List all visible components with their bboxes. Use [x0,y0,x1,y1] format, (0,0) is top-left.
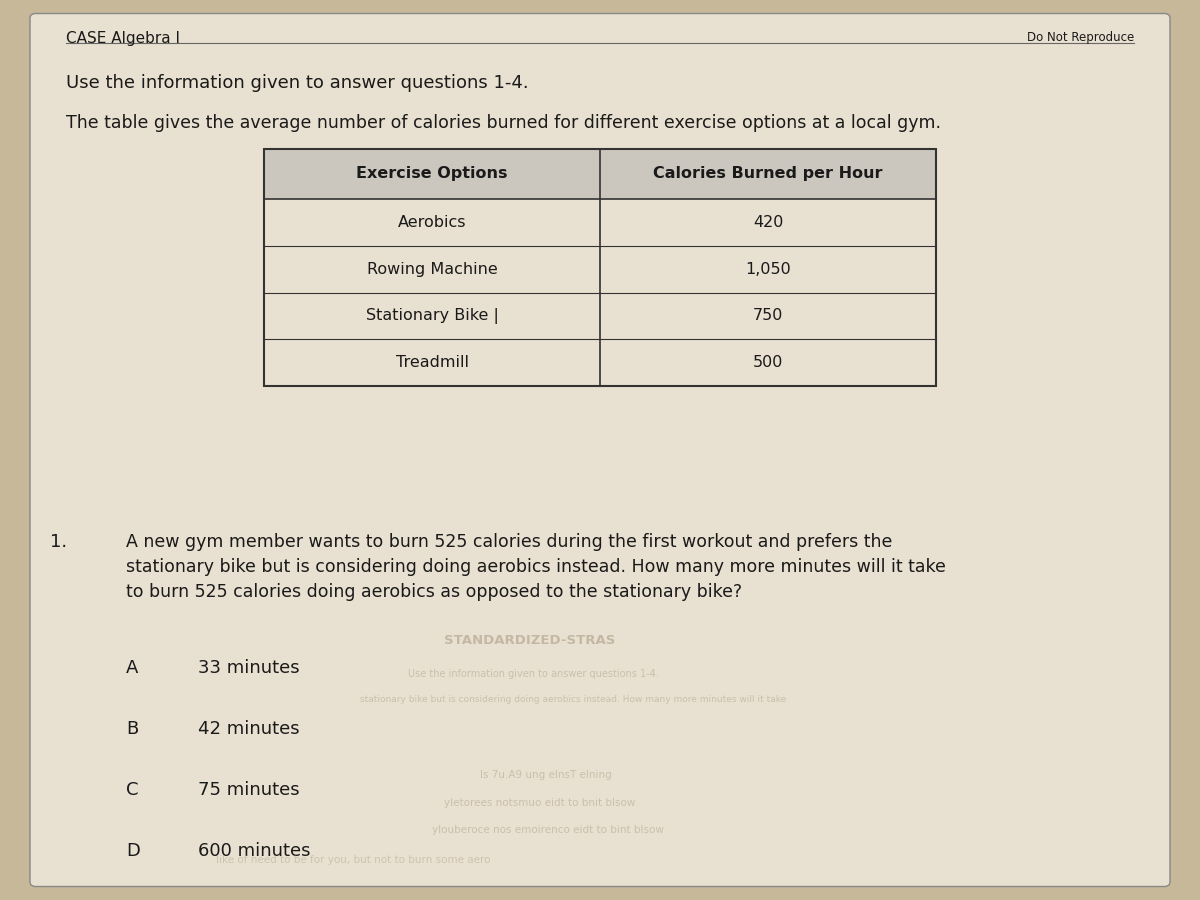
Text: 420: 420 [752,215,784,230]
Text: 500: 500 [752,356,784,370]
Text: 600 minutes: 600 minutes [198,842,311,860]
Text: 42 minutes: 42 minutes [198,720,300,738]
Text: A new gym member wants to burn 525 calories during the first workout and prefers: A new gym member wants to burn 525 calor… [126,533,946,601]
Text: Stationary Bike |: Stationary Bike | [366,308,498,324]
Text: Use the information given to answer questions 1-4.: Use the information given to answer ques… [66,74,529,92]
Text: Treadmill: Treadmill [396,356,468,370]
Bar [264,148,936,199]
Text: 75 minutes: 75 minutes [198,781,300,799]
Text: 33 minutes: 33 minutes [198,659,300,677]
Text: A: A [126,659,138,677]
Text: Exercise Options: Exercise Options [356,166,508,181]
Text: like of need to be for you, but not to burn some aero: like of need to be for you, but not to b… [216,855,491,865]
Text: Rowing Machine: Rowing Machine [367,262,497,276]
Text: Calories Burned per Hour: Calories Burned per Hour [653,166,883,181]
Bar [264,148,936,386]
Text: D: D [126,842,140,860]
Text: The table gives the average number of calories burned for different exercise opt: The table gives the average number of ca… [66,114,941,132]
Text: stationary bike but is considering doing aerobics instead. How many more minutes: stationary bike but is considering doing… [360,695,786,704]
Text: Aerobics: Aerobics [397,215,467,230]
Text: B: B [126,720,138,738]
Text: C: C [126,781,138,799]
Text: yletorees notsmuo eidt to bnit blsow: yletorees notsmuo eidt to bnit blsow [444,798,635,808]
Text: 1.: 1. [50,533,67,551]
FancyBboxPatch shape [30,14,1170,886]
Text: Do Not Reproduce: Do Not Reproduce [1027,32,1134,44]
Text: Is 7u.A9 ung elnsT elning: Is 7u.A9 ung elnsT elning [480,770,612,779]
Text: 750: 750 [752,309,784,323]
Text: Use the information given to answer questions 1-4.: Use the information given to answer ques… [408,669,659,679]
Text: STANDARDIZED-STRAS: STANDARDIZED-STRAS [444,634,616,647]
Text: 1,050: 1,050 [745,262,791,276]
Text: CASE Algebra I: CASE Algebra I [66,32,180,47]
Text: ylouberoce nos emoirenco eidt to bint blsow: ylouberoce nos emoirenco eidt to bint bl… [432,825,664,835]
